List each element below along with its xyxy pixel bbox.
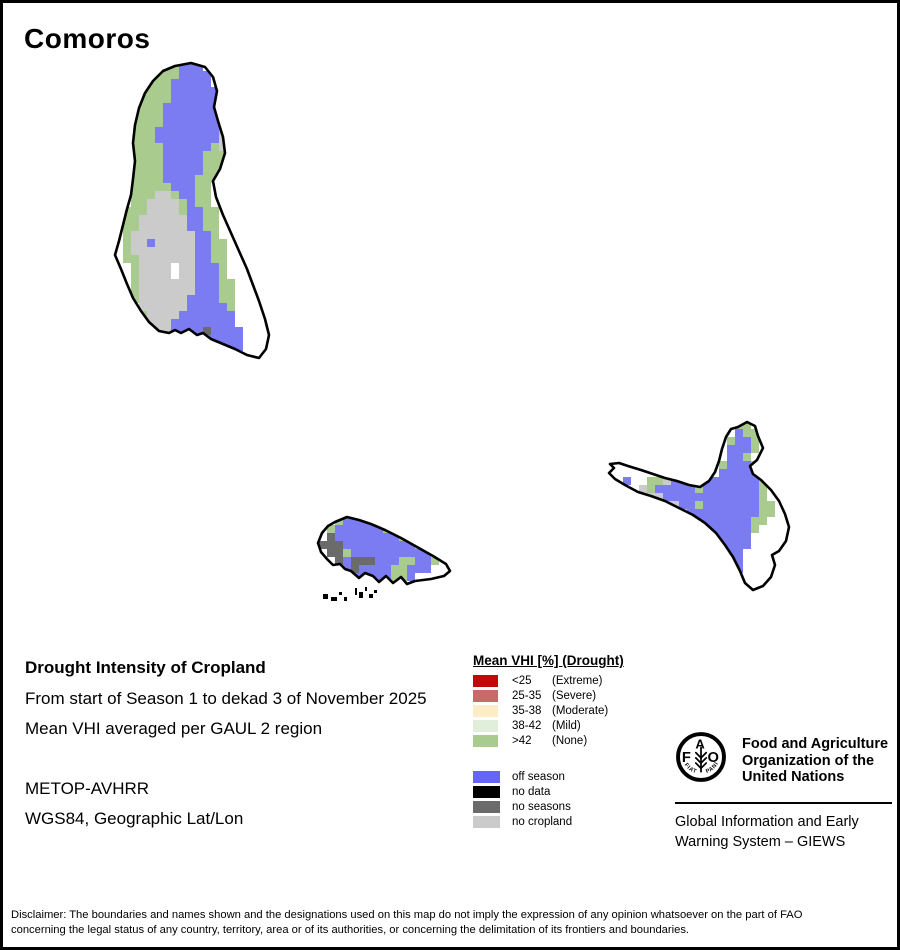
info-method: Mean VHI averaged per GAUL 2 region xyxy=(25,719,323,738)
legend-range: 38-42 xyxy=(512,719,542,732)
fao-logo-letter-f: F xyxy=(682,750,691,766)
legend-item: <25 (Extreme) xyxy=(473,673,608,688)
giews-label: Global Information and Early Warning Sys… xyxy=(675,813,859,852)
disclaimer: Disclaimer: The boundaries and names sho… xyxy=(11,908,802,938)
legend-label: (Moderate) xyxy=(552,704,609,717)
legend-item: no seasons xyxy=(473,799,572,814)
disclaimer-line: Disclaimer: The boundaries and names sho… xyxy=(11,909,803,921)
islet xyxy=(365,587,367,591)
fao-logo-icon: F A O FIAT PANIS xyxy=(675,731,726,782)
legend-item: >42 (None) xyxy=(473,733,608,748)
legend-item: off season xyxy=(473,769,572,784)
legend-swatch xyxy=(473,734,498,747)
islet xyxy=(355,588,357,595)
islet xyxy=(339,592,342,595)
map-canvas xyxy=(113,61,791,601)
info-sensor: METOP-AVHRR xyxy=(25,779,150,798)
legend-swatch xyxy=(473,815,500,828)
legend-label: no seasons xyxy=(512,800,571,813)
legend-swatch xyxy=(473,800,500,813)
legend-item: 38-42 (Mild) xyxy=(473,718,608,733)
fao-org-line: Organization of the xyxy=(742,752,875,769)
coastline-anjouan xyxy=(607,420,791,592)
legend-swatch xyxy=(473,704,498,717)
legend-swatch xyxy=(473,770,500,783)
coastline-moheli xyxy=(316,515,452,586)
legend-item: 35-38 (Moderate) xyxy=(473,703,608,718)
island-raster-anjouan xyxy=(623,422,775,589)
legend-swatch xyxy=(473,719,498,732)
legend-swatch xyxy=(473,689,498,702)
islet xyxy=(331,597,337,601)
legend-swatch xyxy=(473,674,498,687)
legend-title: Mean VHI [%] (Drought) xyxy=(473,653,624,668)
legend-label: (Mild) xyxy=(552,719,581,732)
fao-org-line: Food and Agriculture xyxy=(742,736,889,752)
legend-range: <25 xyxy=(512,674,532,687)
islet xyxy=(323,594,328,599)
legend-item: no cropland xyxy=(473,814,572,829)
legend-item: no data xyxy=(473,784,572,799)
legend-swatch xyxy=(473,785,500,798)
fao-org-line: United Nations xyxy=(742,769,845,785)
legend-label: no data xyxy=(512,785,551,798)
legend-label: (Severe) xyxy=(552,689,597,702)
legend-label: (Extreme) xyxy=(552,674,603,687)
giews-line: Warning System – GIEWS xyxy=(675,833,846,850)
islet xyxy=(344,597,347,601)
info-period: From start of Season 1 to dekad 3 of Nov… xyxy=(25,689,427,708)
disclaimer-line: concerning the legal status of any count… xyxy=(11,924,690,936)
island-raster-grande-comore xyxy=(123,63,243,358)
fao-logo-letter-a: A xyxy=(695,736,705,751)
wheat-ear-icon xyxy=(694,746,708,773)
legend-label: (None) xyxy=(552,734,588,747)
info-heading: Drought Intensity of Cropland xyxy=(25,658,266,677)
legend-range: 35-38 xyxy=(512,704,542,717)
legend-range: >42 xyxy=(512,734,532,747)
legend-label: off season xyxy=(512,770,565,783)
legend-range: 25-35 xyxy=(512,689,542,702)
legend-season-classes: off season no data no seasons no cropland xyxy=(473,769,572,829)
info-projection: WGS84, Geographic Lat/Lon xyxy=(25,809,244,828)
giews-line: Global Information and Early xyxy=(675,814,859,830)
islet xyxy=(359,592,363,598)
page-title: Comoros xyxy=(24,23,151,54)
islet xyxy=(374,590,377,593)
fao-divider xyxy=(675,802,892,804)
coastline-grande-comore xyxy=(113,61,271,360)
islet xyxy=(369,594,373,598)
fao-logo-letter-o: O xyxy=(708,750,719,766)
fao-org-name: Food and Agriculture Organization of the… xyxy=(742,736,888,786)
legend-drought-classes: <25 (Extreme) 25-35 (Severe) 35-38 (Moderate)… xyxy=(473,673,608,748)
legend-item: 25-35 (Severe) xyxy=(473,688,608,703)
legend-label: no cropland xyxy=(512,815,573,828)
